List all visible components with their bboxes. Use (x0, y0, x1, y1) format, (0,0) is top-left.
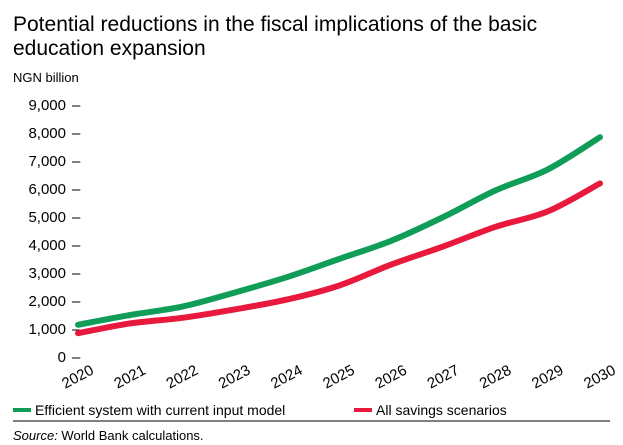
x-tick-label: 2024 (268, 362, 305, 393)
chart-title-line-2: education expansion (13, 37, 206, 60)
source-note: Source: World Bank calculations. (13, 428, 204, 443)
x-tick-label: 2023 (216, 362, 253, 393)
y-tick-mark: – (72, 181, 81, 198)
y-tick-label: 5,000 (28, 209, 66, 226)
y-tick-label: 3,000 (28, 265, 66, 282)
y-tick-mark: – (72, 125, 81, 142)
y-tick-mark: – (72, 349, 81, 366)
x-tick-label: 2021 (111, 362, 148, 393)
y-tick-mark: – (72, 153, 81, 170)
y-tick-mark: – (72, 321, 81, 338)
legend-label-savings: All savings scenarios (376, 402, 507, 418)
x-tick-label: 2029 (529, 362, 566, 393)
y-tick-mark: – (72, 293, 81, 310)
unit-label: NGN billion (13, 70, 79, 85)
y-tick-mark: – (72, 265, 81, 282)
series-lines (75, 134, 603, 337)
legend: Efficient system with current input mode… (13, 402, 507, 418)
x-tick-label: 2030 (581, 362, 618, 393)
x-tick-label: 2025 (320, 362, 357, 393)
y-tick-label: 6,000 (28, 181, 66, 198)
y-tick-mark: – (72, 97, 81, 114)
x-tick-label: 2022 (164, 362, 201, 393)
y-tick-label: 4,000 (28, 237, 66, 254)
y-tick-label: 0 (58, 349, 66, 366)
series-line-efficient (75, 134, 603, 328)
y-tick-mark: – (72, 237, 81, 254)
source-text: World Bank calculations. (58, 428, 204, 443)
x-tick-label: 2026 (372, 362, 409, 393)
y-tick-mark: – (72, 209, 81, 226)
y-tick-label: 1,000 (28, 321, 66, 338)
x-tick-label: 2028 (477, 362, 514, 393)
series-line-savings (75, 180, 603, 337)
x-tick-label: 2027 (425, 362, 462, 393)
chart-title-line-1: Potential reductions in the fiscal impli… (13, 13, 537, 36)
y-tick-label: 2,000 (28, 293, 66, 310)
y-tick-label: 9,000 (28, 97, 66, 114)
source-label: Source: (13, 428, 58, 443)
x-tick-label: 2020 (59, 362, 96, 393)
x-axis: 2020 2021 2022 2023 2024 2025 2026 2027 2028 2029… (59, 362, 618, 393)
y-axis: 0 –1,000 –2,000 –3,000 –4,000 –5,000 –6,000 –7,… (28, 97, 81, 366)
legend-label-efficient: Efficient system with current input mode… (35, 402, 285, 418)
y-tick-label: 7,000 (28, 153, 66, 170)
y-tick-label: 8,000 (28, 125, 66, 142)
